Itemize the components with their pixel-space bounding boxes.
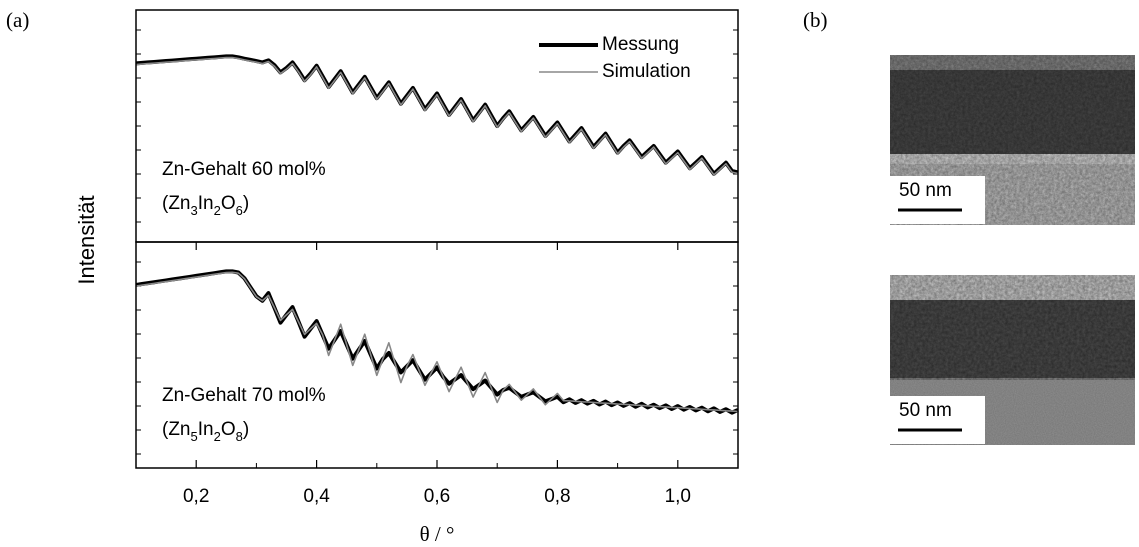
formula: (Zn5In2O8) [162, 419, 249, 444]
panel-label: (b) [803, 8, 828, 32]
formula: (Zn3In2O6) [162, 193, 249, 218]
formula-part: 2 [214, 429, 221, 444]
formula-part: 6 [236, 203, 243, 218]
x-tick-label: 0,6 [424, 486, 450, 507]
formula-part: 5 [191, 429, 198, 444]
series-line [135, 56, 739, 176]
x-tick-label: 0,4 [303, 486, 330, 507]
scale-box [890, 396, 985, 444]
formula-part: 3 [191, 203, 198, 218]
formula-part: O [221, 419, 236, 440]
formula-part: In [198, 419, 214, 440]
y-axis-title: Intensität [74, 195, 99, 284]
formula-part: ) [243, 419, 249, 440]
formula-part: ) [243, 193, 249, 214]
formula-part: (Zn [162, 419, 191, 440]
tem-image: 50 nm [890, 275, 1135, 445]
annotation: Zn-Gehalt 70 mol% [162, 385, 326, 406]
formula-part: In [198, 193, 214, 214]
formula-part: 8 [236, 429, 243, 444]
tem-image: 50 nm [890, 55, 1135, 225]
formula-part: (Zn [162, 193, 191, 214]
panel-label: (a) [6, 8, 29, 32]
legend-label: Messung [602, 34, 679, 55]
scale-label: 50 nm [899, 180, 952, 201]
formula-part: 2 [214, 203, 221, 218]
scale-box [890, 176, 985, 224]
scale-label: 50 nm [899, 400, 952, 421]
x-axis-title: θ / ° [420, 522, 455, 546]
annotation: Zn-Gehalt 60 mol% [162, 159, 326, 180]
series-line [135, 271, 739, 413]
x-tick-label: 0,2 [183, 486, 209, 507]
x-tick-label: 1,0 [665, 486, 691, 507]
legend-label: Simulation [602, 61, 691, 82]
formula-part: O [221, 193, 236, 214]
x-tick-label: 0,8 [544, 486, 570, 507]
